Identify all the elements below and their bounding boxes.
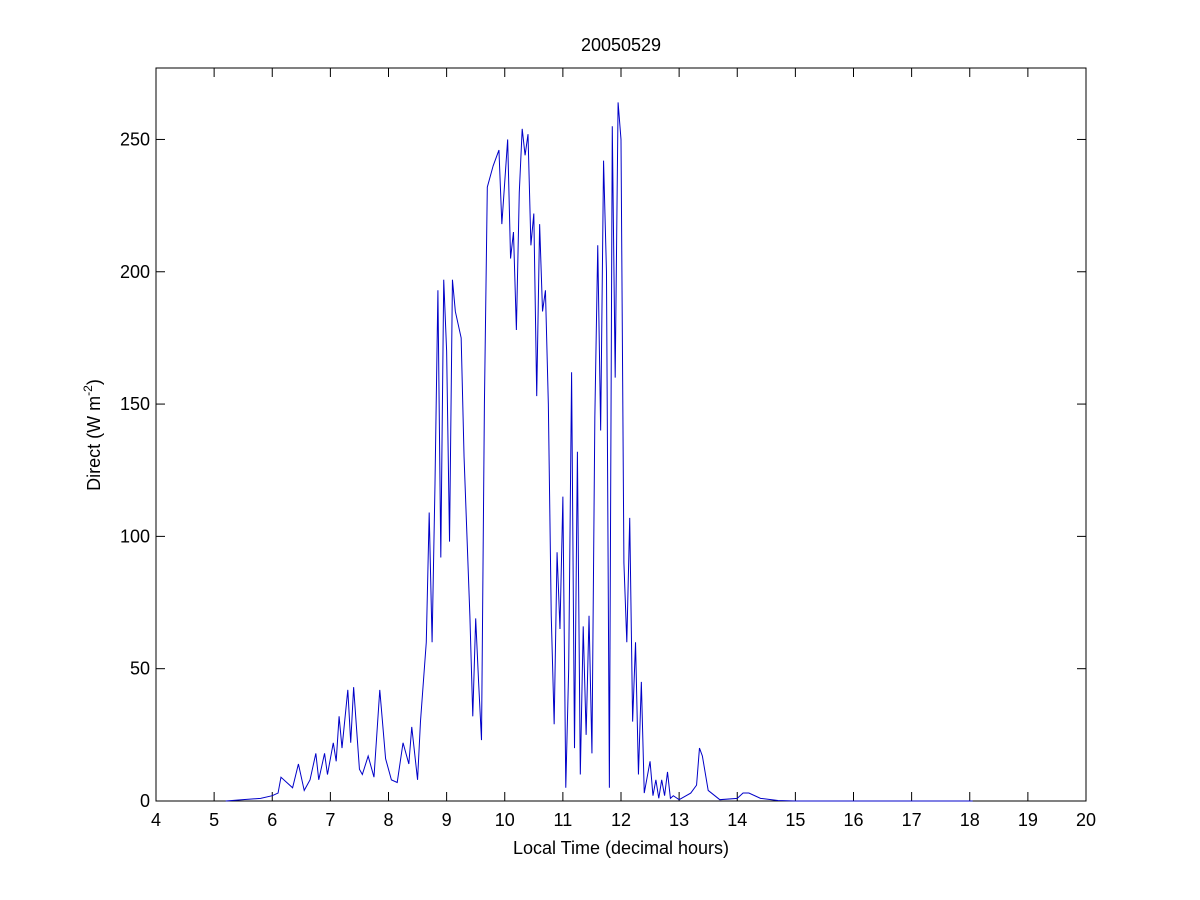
x-tick-label: 18 [960,810,980,830]
y-axis-label-text: Direct (W m [84,396,104,491]
y-tick-label: 100 [120,526,150,546]
y-axis-label: Direct (W m-2) [81,379,104,491]
x-tick-label: 20 [1076,810,1096,830]
x-tick-label: 10 [495,810,515,830]
data-line [225,102,973,802]
x-tick-label: 4 [151,810,161,830]
x-tick-label: 15 [785,810,805,830]
chart-title: 20050529 [581,35,661,55]
x-tick-label: 11 [554,810,573,830]
x-tick-label: 6 [267,810,277,830]
x-tick-label: 13 [669,810,689,830]
y-tick-label: 200 [120,262,150,282]
x-axis-label: Local Time (decimal hours) [513,838,729,858]
x-tick-label: 16 [843,810,863,830]
y-tick-label: 250 [120,129,150,149]
x-tick-label: 9 [442,810,452,830]
y-axis-label-end: ) [84,379,104,385]
y-tick-label: 0 [140,791,150,811]
y-tick-label: 150 [120,394,150,414]
x-tick-label: 14 [727,810,747,830]
x-tick-label: 5 [209,810,219,830]
x-tick-label: 19 [1018,810,1038,830]
x-tick-label: 8 [383,810,393,830]
x-tick-label: 7 [325,810,335,830]
x-tick-label: 12 [611,810,631,830]
y-tick-label: 50 [130,659,150,679]
y-axis-label-sup: -2 [81,385,95,396]
x-tick-label: 17 [902,810,922,830]
